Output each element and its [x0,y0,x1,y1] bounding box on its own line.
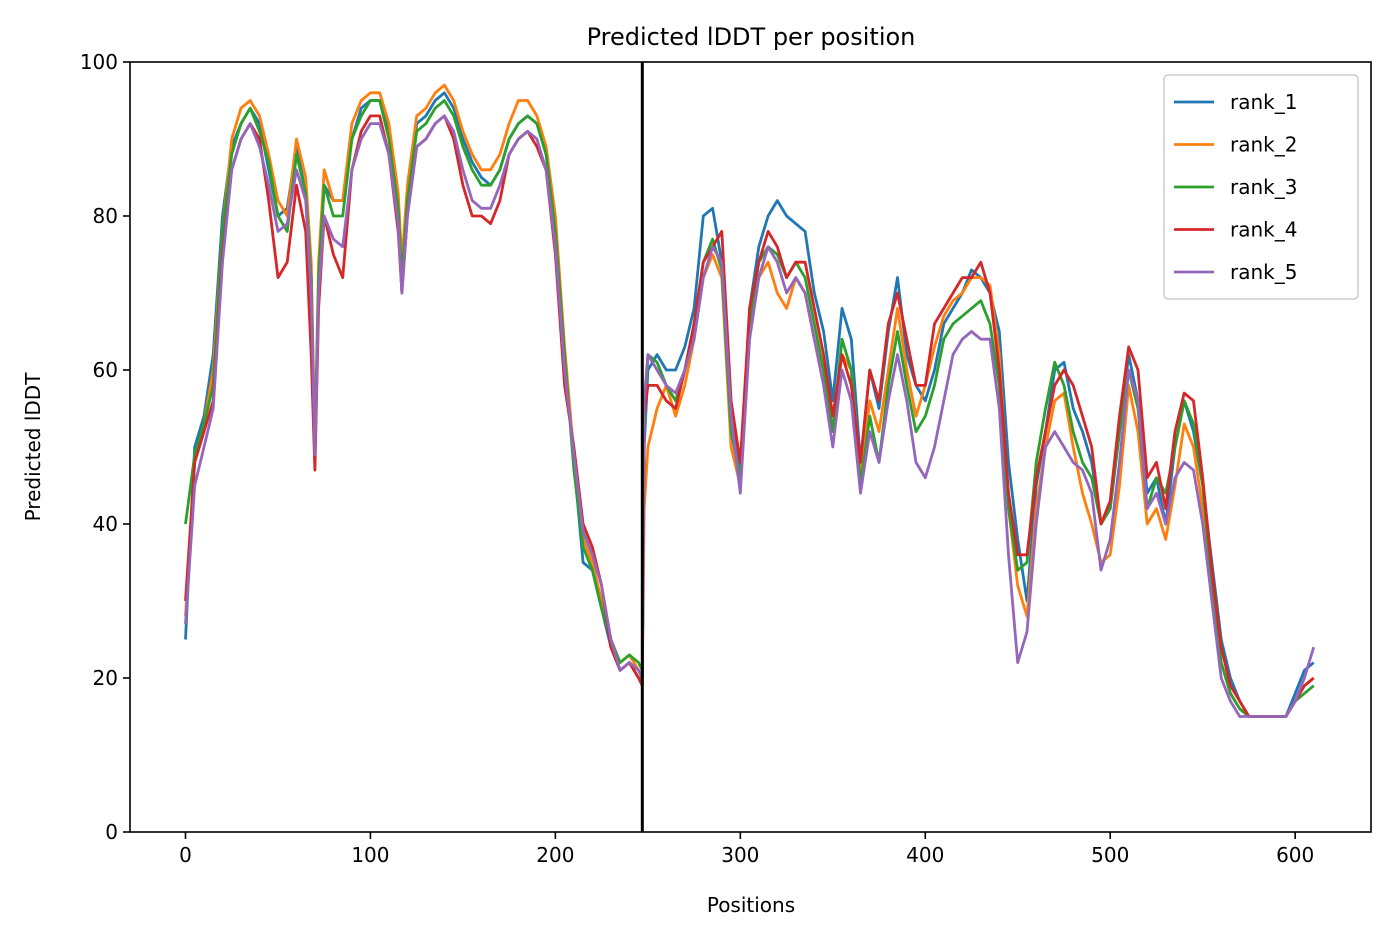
y-tick-label: 20 [93,666,118,690]
legend-label-rank_3: rank_3 [1230,175,1297,199]
legend-label-rank_4: rank_4 [1230,218,1297,242]
y-tick-label: 60 [93,358,118,382]
x-tick-label: 400 [906,843,944,867]
legend-label-rank_5: rank_5 [1230,260,1297,284]
x-tick-label: 300 [721,843,759,867]
x-tick-label: 200 [536,843,574,867]
x-axis: 0 100 200 300 400 500 600 [179,832,1314,867]
y-axis-title: Predicted lDDT [21,372,45,522]
plot-frame [129,61,1372,833]
series-layer [184,83,1316,718]
x-tick-label: 500 [1091,843,1129,867]
legend: rank_1 rank_2 rank_3 rank_4 rank_5 [1163,74,1359,300]
y-axis: 0 20 40 60 80 100 [80,50,130,844]
y-tick-label: 100 [80,50,118,74]
legend-label-rank_1: rank_1 [1230,90,1297,114]
legend-box [1163,74,1359,300]
x-tick-label: 100 [351,843,389,867]
x-tick-label: 600 [1276,843,1314,867]
y-tick-label: 40 [93,512,118,536]
series-line-rank_5 [184,114,1316,718]
y-tick-label: 0 [105,820,118,844]
x-tick-label: 0 [179,843,192,867]
x-axis-title: Positions [707,893,795,917]
y-tick-label: 80 [93,204,118,228]
chart-title: Predicted lDDT per position [587,23,916,51]
legend-label-rank_2: rank_2 [1230,133,1297,157]
